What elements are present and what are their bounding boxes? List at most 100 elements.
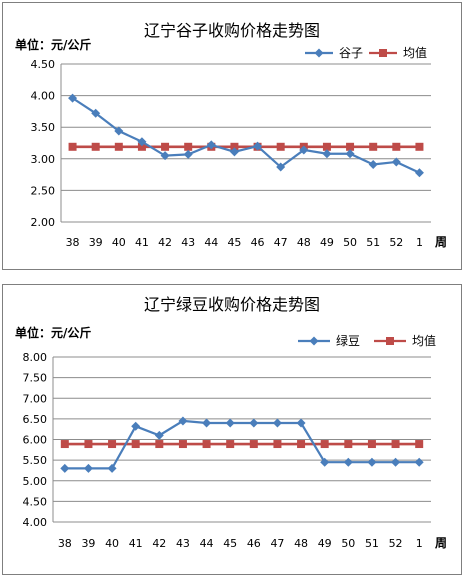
series-line-price bbox=[71, 97, 420, 174]
data-point-price bbox=[322, 149, 332, 159]
legend-label: 谷子 bbox=[339, 46, 363, 60]
data-point-price bbox=[68, 93, 78, 103]
legend-label: 均值 bbox=[403, 45, 427, 60]
legend-label: 绿豆 bbox=[336, 333, 360, 348]
y-unit-label: 单位：元/公斤 bbox=[15, 325, 91, 340]
data-point-price bbox=[137, 137, 147, 147]
legend-label: 均值 bbox=[412, 333, 436, 348]
data-point-mean bbox=[391, 440, 400, 449]
data-point-mean bbox=[68, 142, 77, 151]
x-tick-label: 42 bbox=[152, 537, 166, 550]
chart-title: 辽宁绿豆收购价格走势图 bbox=[144, 295, 320, 314]
x-tick-label: 40 bbox=[112, 236, 126, 249]
data-point-price bbox=[391, 457, 401, 467]
data-point-mean bbox=[114, 142, 123, 151]
data-point-mean bbox=[344, 440, 353, 449]
data-point-mean bbox=[322, 142, 331, 151]
data-point-price bbox=[414, 168, 424, 178]
y-tick-label: 4.50 bbox=[31, 58, 56, 71]
data-point-price bbox=[345, 149, 355, 159]
data-point-mean bbox=[369, 142, 378, 151]
data-point-price bbox=[114, 126, 124, 136]
data-point-mean bbox=[276, 142, 285, 151]
x-tick-label: 49 bbox=[320, 236, 334, 249]
y-tick-label: 7.00 bbox=[23, 392, 48, 405]
x-tick-label: 41 bbox=[129, 537, 143, 550]
x-unit-label: 周 bbox=[435, 536, 447, 550]
data-point-price bbox=[107, 463, 117, 473]
data-point-mean bbox=[226, 440, 235, 449]
x-tick-label: 43 bbox=[181, 236, 195, 249]
data-point-mean bbox=[367, 440, 376, 449]
data-point-price bbox=[183, 149, 193, 159]
x-tick-label: 49 bbox=[318, 537, 332, 550]
data-point-price bbox=[391, 157, 401, 167]
x-tick-label: 47 bbox=[274, 236, 288, 249]
x-tick-label: 48 bbox=[294, 537, 308, 550]
data-point-price bbox=[160, 151, 170, 161]
data-point-mean bbox=[178, 440, 187, 449]
data-point-mean bbox=[273, 440, 282, 449]
y-tick-label: 6.50 bbox=[23, 413, 48, 426]
data-point-price bbox=[253, 141, 263, 151]
legend-marker bbox=[379, 49, 387, 57]
x-tick-label: 39 bbox=[89, 236, 103, 249]
x-tick-label: 40 bbox=[105, 537, 119, 550]
x-tick-label: 38 bbox=[66, 236, 80, 249]
y-tick-label: 5.50 bbox=[23, 454, 48, 467]
x-tick-label: 39 bbox=[81, 537, 95, 550]
chart-mungbean: 辽宁绿豆收购价格走势图 单位：元/公斤 4.00 4.50 5.00 5.50 6.00… bbox=[15, 295, 447, 550]
x-tick-label: 48 bbox=[297, 236, 311, 249]
chart-title: 辽宁谷子收购价格走势图 bbox=[144, 21, 320, 40]
data-point-price bbox=[202, 418, 212, 428]
data-point-price bbox=[276, 162, 286, 172]
data-point-price bbox=[414, 457, 424, 467]
data-point-mean bbox=[155, 440, 164, 449]
series-line-price bbox=[64, 419, 420, 470]
data-point-price bbox=[296, 418, 306, 428]
data-point-price bbox=[343, 457, 353, 467]
x-tick-label: 42 bbox=[158, 236, 172, 249]
y-tick-label: 6.00 bbox=[23, 434, 48, 447]
data-point-price bbox=[206, 140, 216, 150]
x-tick-label: 45 bbox=[223, 537, 237, 550]
y-tick-label: 4.00 bbox=[23, 516, 48, 529]
chart-panel-mungbean: 辽宁绿豆收购价格走势图 单位：元/公斤 4.00 4.50 5.00 5.50 6.00… bbox=[2, 284, 462, 575]
x-tick-label: 50 bbox=[343, 236, 357, 249]
x-tick-label: 44 bbox=[200, 537, 214, 550]
y-unit-label: 单位：元/公斤 bbox=[15, 37, 91, 52]
data-point-price bbox=[320, 457, 330, 467]
legend-marker bbox=[309, 336, 319, 346]
legend-marker bbox=[314, 48, 324, 58]
y-tick-label: 2.50 bbox=[31, 184, 56, 197]
data-point-price bbox=[368, 159, 378, 169]
data-point-price bbox=[225, 418, 235, 428]
data-point-mean bbox=[184, 142, 193, 151]
data-point-mean bbox=[346, 142, 355, 151]
x-tick-label: 46 bbox=[251, 236, 265, 249]
data-point-price bbox=[60, 463, 70, 473]
data-point-price bbox=[178, 416, 188, 426]
data-point-mean bbox=[297, 440, 306, 449]
x-tick-label: 51 bbox=[366, 236, 380, 249]
x-tick-label: 45 bbox=[227, 236, 241, 249]
y-tick-label: 7.50 bbox=[23, 372, 48, 385]
data-point-mean bbox=[230, 142, 239, 151]
x-tick-label: 1 bbox=[416, 236, 423, 249]
x-tick-label: 44 bbox=[204, 236, 218, 249]
x-tick-label: 46 bbox=[247, 537, 261, 550]
data-point-price bbox=[91, 108, 101, 118]
x-tick-label: 51 bbox=[365, 537, 379, 550]
x-unit-label: 周 bbox=[435, 235, 447, 249]
data-point-price bbox=[229, 147, 239, 157]
y-tick-label: 5.00 bbox=[23, 475, 48, 488]
chart-millet: 辽宁谷子收购价格走势图 单位：元/公斤 2.00 2.50 3.00 3.50 4.00… bbox=[15, 21, 447, 249]
x-tick-label: 52 bbox=[389, 537, 403, 550]
data-point-mean bbox=[415, 142, 424, 151]
x-tick-label: 52 bbox=[389, 236, 403, 249]
data-point-price bbox=[83, 463, 93, 473]
y-tick-label: 4.50 bbox=[23, 495, 48, 508]
data-point-price bbox=[367, 457, 377, 467]
y-tick-label: 3.00 bbox=[31, 153, 56, 166]
y-tick-label: 2.00 bbox=[31, 216, 56, 229]
